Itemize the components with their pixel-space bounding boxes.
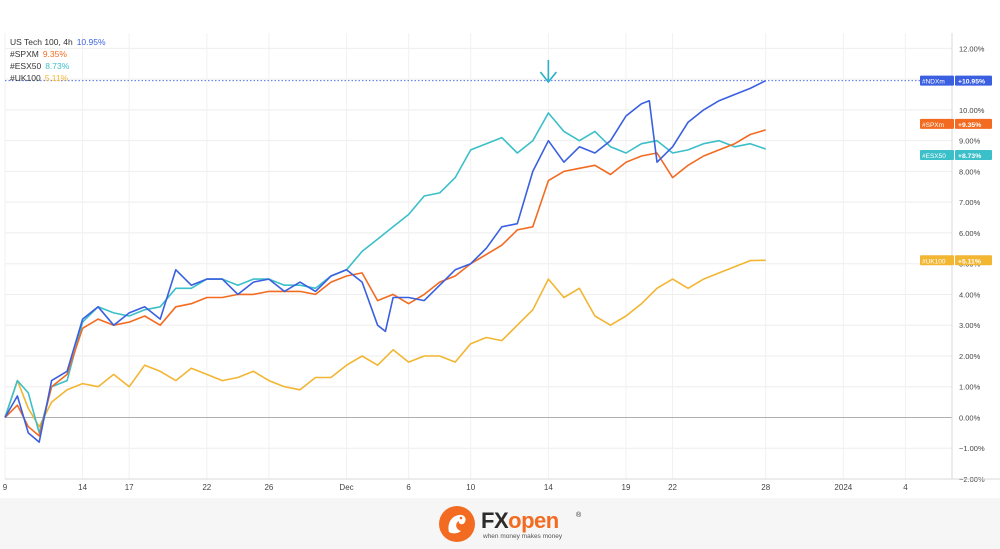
y-tick-label: 7.00% <box>959 198 981 207</box>
x-tick-label: 14 <box>544 483 553 492</box>
series-line-uk100 <box>4 259 766 428</box>
legend-item-uk[interactable]: #UK100 5.11% <box>10 72 106 84</box>
price-label-name-box <box>920 255 954 266</box>
x-tick-label: 22 <box>668 483 677 492</box>
price-label-value-box <box>955 255 992 266</box>
x-tick-label: 9 <box>3 483 8 492</box>
y-tick-label: −1.00% <box>959 444 985 453</box>
price-label-value: +10.95% <box>958 79 985 86</box>
legend: US Tech 100, 4h 10.95% #SPXM 9.35% #ESX50 8… <box>10 36 106 84</box>
marker-arrow-head <box>539 71 557 84</box>
legend-item-value: 9.35% <box>42 49 67 59</box>
dragon-emblem-icon <box>439 506 475 542</box>
y-tick-label: 1.00% <box>959 383 981 392</box>
price-label-name-box <box>920 149 954 160</box>
price-label-esx50: #ESX50 +8.73% <box>920 149 992 160</box>
y-tick-label: 0.00% <box>959 413 981 422</box>
price-label-value: +8.73% <box>958 153 981 160</box>
legend-item-value: 8.73% <box>45 61 70 71</box>
legend-item-value: 10.95% <box>76 37 106 47</box>
price-label-value: +9.35% <box>958 122 981 129</box>
x-tick-label: 22 <box>202 483 211 492</box>
y-tick-label: 9.00% <box>959 137 981 146</box>
y-tick-label: 8.00% <box>959 167 981 176</box>
x-tick-label: 17 <box>125 483 134 492</box>
y-tick-label: 6.00% <box>959 229 981 238</box>
x-tick-label: 10 <box>466 483 475 492</box>
price-label-name: #SPXm <box>922 122 944 129</box>
brand-wordmark: FXopen <box>481 508 559 534</box>
chart-background <box>0 0 1000 498</box>
x-tick-label: 6 <box>406 483 411 492</box>
marker-layer <box>539 60 557 84</box>
x-tick-label: 26 <box>264 483 273 492</box>
price-label-name-box <box>920 118 954 129</box>
price-label-name-box <box>920 75 954 86</box>
y-tick-label: 12.00% <box>959 44 985 53</box>
registered-mark: ® <box>576 512 582 519</box>
y-tick-label: 10.00% <box>959 106 985 115</box>
legend-item-name: #UK100 <box>10 73 41 83</box>
y-tick-label: 2.00% <box>959 352 981 361</box>
price-label-value-box <box>955 149 992 160</box>
price-label-ndxm: #NDXm +10.95% <box>920 75 992 86</box>
series-line-spxm <box>4 129 766 437</box>
price-label-spxm: #SPXm +9.35% <box>920 118 992 129</box>
price-label-name: #NDXm <box>922 79 945 86</box>
series-layer <box>4 79 767 443</box>
legend-item-name: #SPXM <box>10 49 39 59</box>
brand-logo: FXopen ® when money makes money <box>437 504 597 544</box>
price-label-value: +5.11% <box>958 258 981 265</box>
legend-item-spx[interactable]: #SPXM 9.35% <box>10 48 106 60</box>
brand-part-2: open <box>508 508 559 533</box>
x-tick-label: 19 <box>622 483 631 492</box>
y-tick-label: 3.00% <box>959 321 981 330</box>
price-labels: #NDXm +10.95% #SPXm +9.35% #ESX50 +8.73% #UK10… <box>920 75 992 266</box>
series-line-ndxm <box>4 79 767 443</box>
price-label-name: #ESX50 <box>922 153 946 160</box>
legend-item-name: #ESX50 <box>10 61 42 71</box>
x-tick-label: Dec <box>339 483 353 492</box>
legend-item-value: 5.11% <box>44 73 69 83</box>
legend-item-esx[interactable]: #ESX50 8.73% <box>10 60 106 72</box>
brand-part-1: FX <box>481 508 509 533</box>
series-line-esx50 <box>4 112 766 434</box>
footer <box>0 498 1000 549</box>
price-label-value-box <box>955 75 992 86</box>
price-label-value-box <box>955 118 992 129</box>
x-tick-label: 4 <box>903 483 908 492</box>
x-tick-label: 28 <box>761 483 770 492</box>
legend-item-name: US Tech 100, 4h <box>10 37 73 47</box>
x-tick-label: 2024 <box>834 483 852 492</box>
brand-tagline: when money makes money <box>483 533 563 540</box>
price-label-name: #UK100 <box>922 258 946 265</box>
y-tick-label: 4.00% <box>959 290 981 299</box>
price-label-uk100: #UK100 +5.11% <box>920 255 992 266</box>
x-tick-label: 14 <box>78 483 87 492</box>
legend-item-ndx[interactable]: US Tech 100, 4h 10.95% <box>10 36 106 48</box>
